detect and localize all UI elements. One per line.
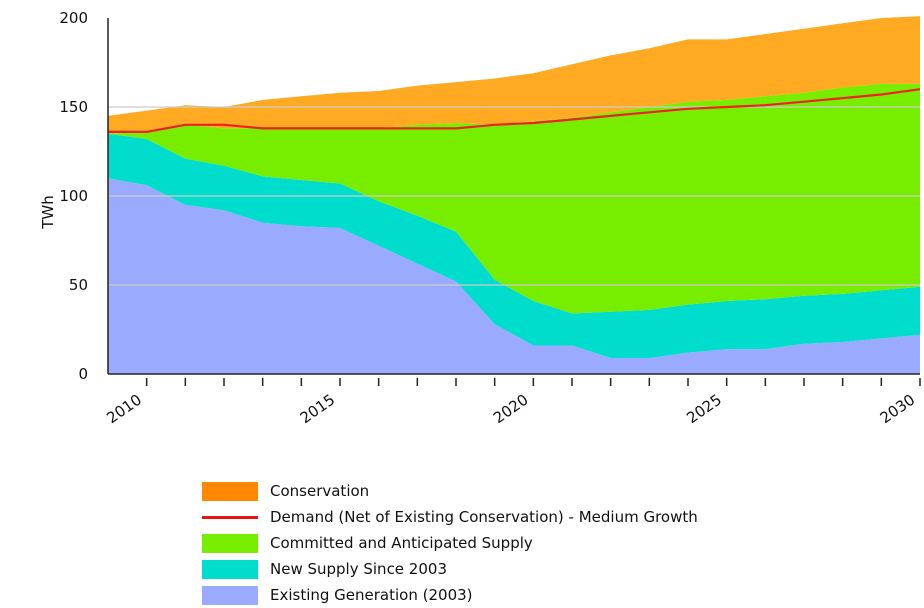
- x-tick-label: 2015: [297, 391, 339, 428]
- y-tick-label: 200: [59, 9, 88, 27]
- legend-label-demand: Demand (Net of Existing Conservation) - …: [270, 508, 698, 526]
- legend-label-committed-supply: Committed and Anticipated Supply: [270, 534, 533, 552]
- x-tick-label: 2030: [877, 391, 919, 428]
- x-tick-label: 2020: [490, 391, 532, 428]
- legend-item-demand: Demand (Net of Existing Conservation) - …: [202, 504, 698, 530]
- y-tick-label: 100: [59, 187, 88, 205]
- demand-line-group: [108, 88, 921, 133]
- area-layers: [108, 16, 920, 374]
- legend: Conservation Demand (Net of Existing Con…: [202, 478, 698, 608]
- x-tick-label: 2025: [683, 391, 725, 428]
- legend-item-committed-supply: Committed and Anticipated Supply: [202, 530, 698, 556]
- legend-swatch-existing-generation: [202, 585, 258, 605]
- x-tick-labels: 2010 2015 2020 2025 2030: [103, 391, 918, 428]
- x-tick-label: 2010: [103, 391, 145, 428]
- axes: [107, 18, 921, 386]
- legend-label-conservation: Conservation: [270, 482, 370, 500]
- legend-swatch-conservation: [202, 481, 258, 501]
- y-axis-title: TWh: [39, 195, 57, 230]
- legend-item-conservation: Conservation: [202, 478, 698, 504]
- legend-item-existing-generation: Existing Generation (2003): [202, 582, 698, 608]
- legend-item-new-supply: New Supply Since 2003: [202, 556, 698, 582]
- area-committed-supply: [108, 83, 920, 314]
- area-new-supply: [108, 133, 920, 358]
- legend-label-new-supply: New Supply Since 2003: [270, 560, 447, 578]
- y-tick-label: 0: [78, 365, 88, 383]
- area-existing-generation: [108, 178, 920, 374]
- area-conservation: [108, 16, 920, 134]
- grid-lines: [108, 106, 920, 286]
- demand-line: [108, 88, 921, 133]
- stacked-area-chart: 0 50 100 150 200 2010 2015 2020 2025 2030 TWh: [39, 9, 921, 428]
- legend-label-existing-generation: Existing Generation (2003): [270, 586, 473, 604]
- legend-swatch-committed-supply: [202, 533, 258, 553]
- y-tick-labels: 0 50 100 150 200: [59, 9, 88, 383]
- legend-swatch-demand: [202, 515, 258, 519]
- y-tick-label: 150: [59, 98, 88, 116]
- y-tick-label: 50: [69, 276, 88, 294]
- legend-swatch-new-supply: [202, 559, 258, 579]
